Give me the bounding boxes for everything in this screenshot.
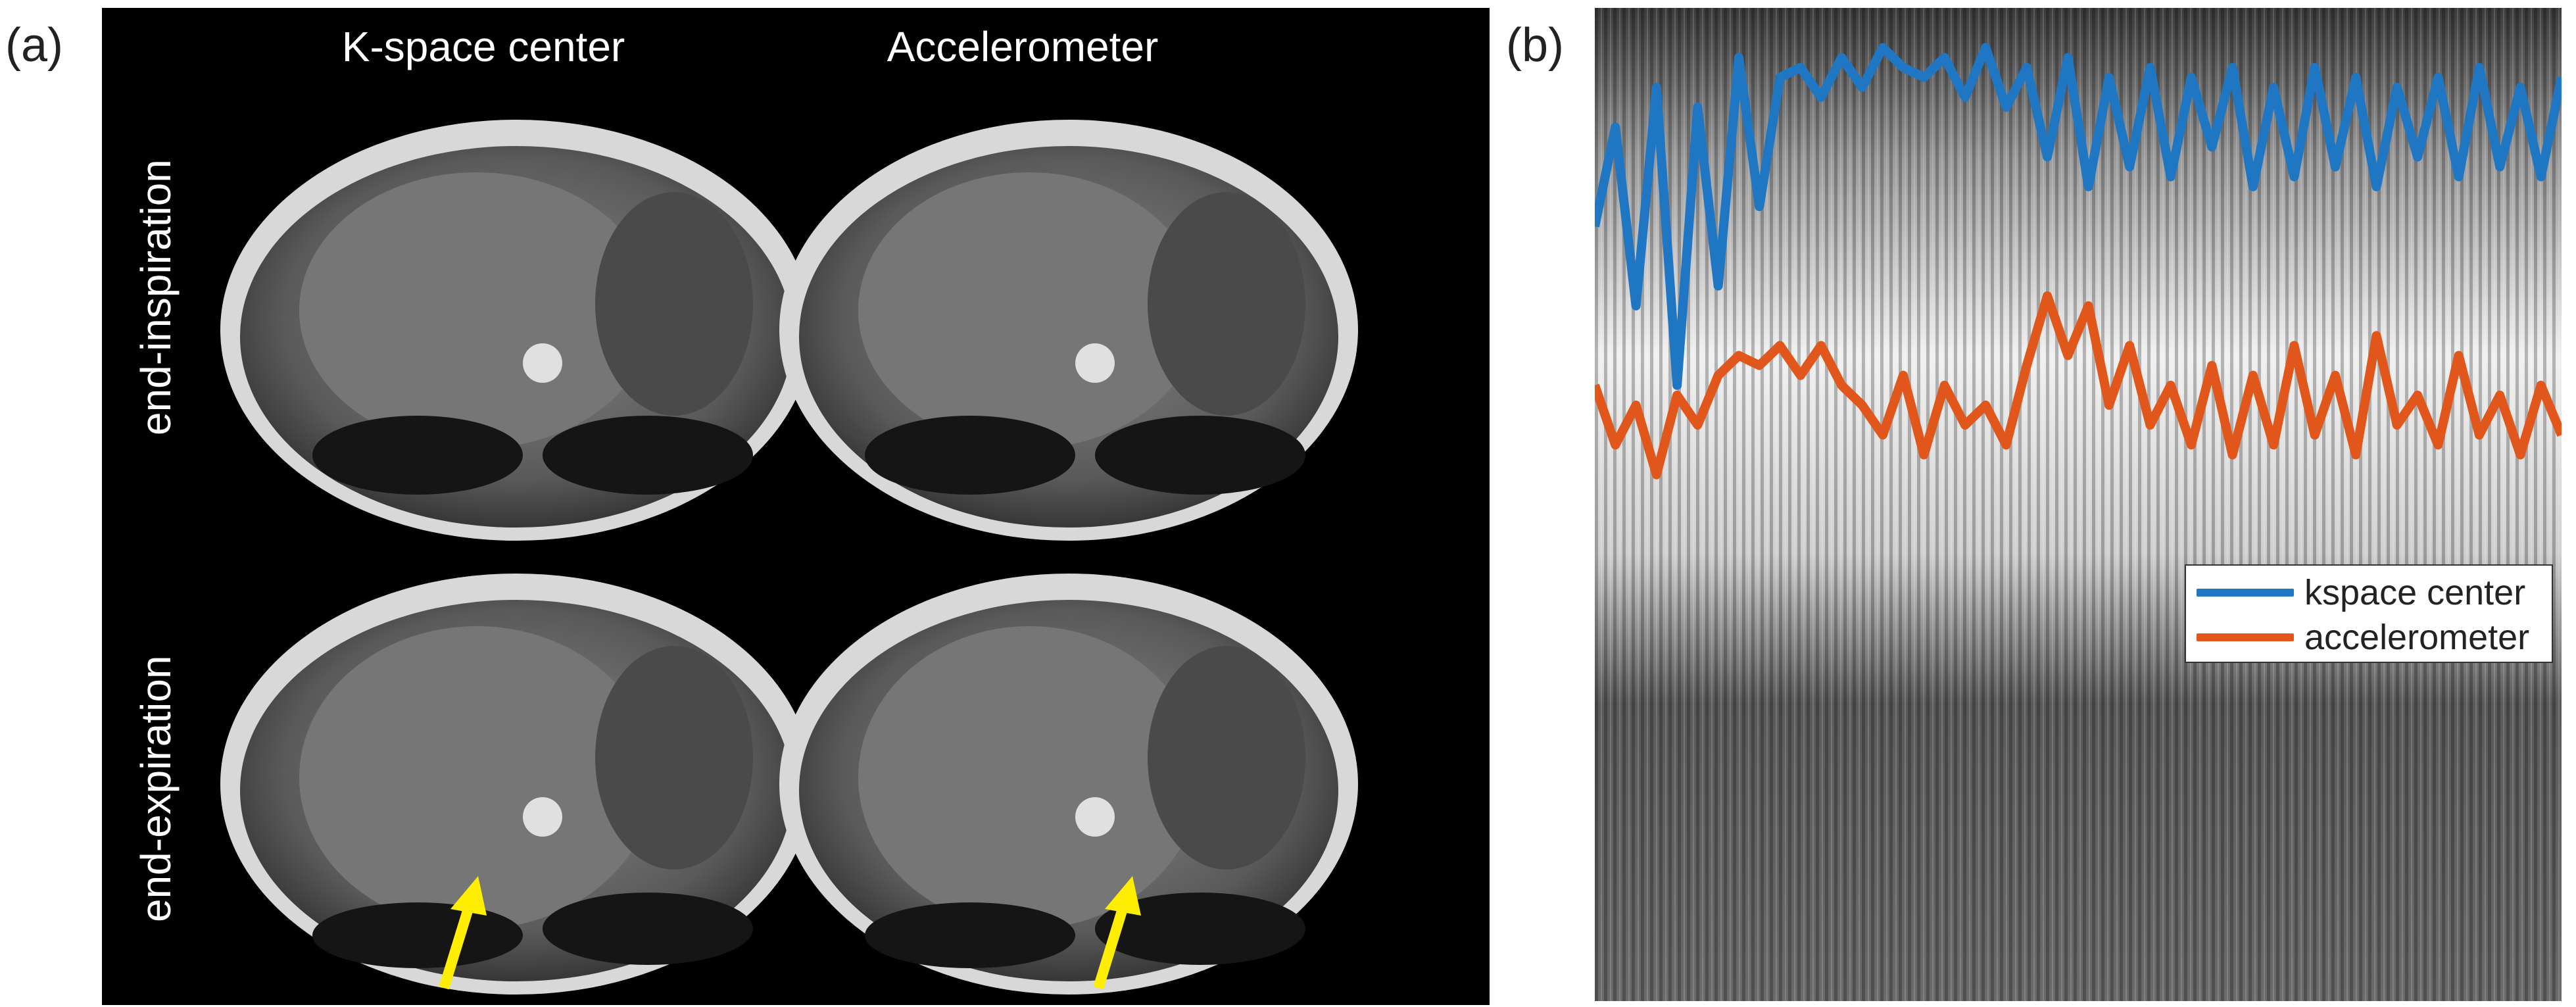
- legend-label-accelerometer: accelerometer: [2304, 618, 2530, 657]
- legend-entry-accelerometer: accelerometer: [2186, 613, 2552, 659]
- mri-accelerometer-inspiration: [779, 120, 1358, 541]
- legend-swatch-kspace: [2197, 589, 2294, 597]
- row-label-end-inspiration: end-inspiration: [132, 159, 180, 435]
- mri-accelerometer-expiration: [779, 574, 1358, 995]
- column-header-accelerometer: Accelerometer: [887, 23, 1159, 70]
- mri-kspace-inspiration: [220, 120, 812, 541]
- chart-legend: kspace center accelerometer: [2185, 564, 2553, 663]
- arrow-icon-kspace: [439, 876, 487, 990]
- series-line-kspace-center: [1595, 43, 2562, 390]
- row-label-end-expiration: end-expiration: [132, 655, 180, 922]
- mri-kspace-expiration: [220, 574, 812, 995]
- arrow-icon-accelerometer: [1093, 876, 1141, 990]
- legend-swatch-accelerometer: [2197, 633, 2294, 641]
- column-header-kspace: K-space center: [341, 23, 625, 70]
- series-line-accelerometer: [1595, 291, 2562, 479]
- respiratory-signal-plot: [1595, 8, 2562, 1001]
- legend-entry-kspace: kspace center: [2186, 568, 2552, 614]
- panel-b-label: (b): [1506, 19, 1564, 72]
- panel-a-label: (a): [5, 19, 63, 72]
- legend-label-kspace: kspace center: [2304, 573, 2526, 612]
- mri-image-grid: K-space center Accelerometer end-inspira…: [102, 8, 1490, 1005]
